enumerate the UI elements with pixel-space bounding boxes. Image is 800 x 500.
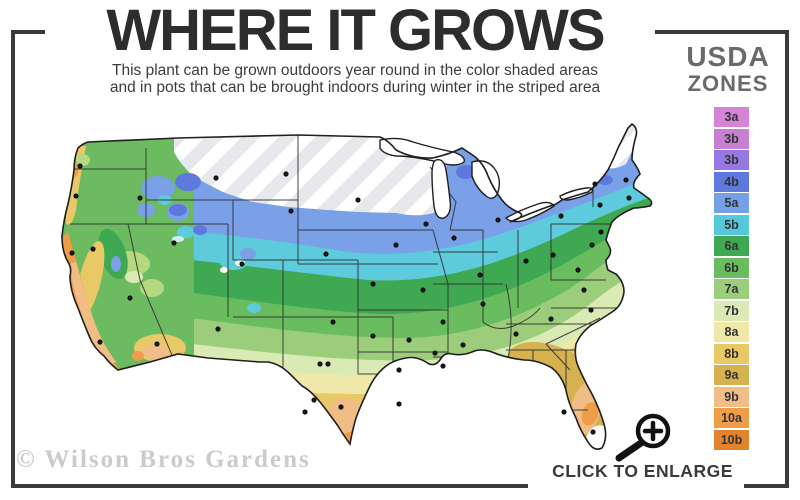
- frame-right-edge: [785, 30, 789, 488]
- frame-bottom-edge: [11, 484, 528, 488]
- legend-zone-chip: 5b: [714, 214, 749, 235]
- frame-left-edge: [11, 30, 15, 488]
- legend-zone-chip: 8a: [714, 322, 749, 342]
- legend-zone-chip: 4b: [714, 171, 749, 192]
- legend-zone-chip: 10a: [714, 408, 749, 428]
- legend-title-zones: ZONES: [687, 71, 769, 96]
- subtitle-line-1: This plant can be grown outdoors year ro…: [112, 62, 598, 79]
- page-title: WHERE IT GROWS: [106, 0, 605, 63]
- frame-top-right-segment: [655, 30, 789, 34]
- city-dots: [69, 163, 632, 435]
- legend-zone-chip: 9a: [714, 365, 749, 385]
- legend-zone-chip: 6b: [714, 257, 749, 278]
- magnifier-plus-icon[interactable]: [603, 405, 681, 463]
- legend-zone-chip: 3b: [714, 128, 749, 149]
- page-subtitle: This plant can be grown outdoors year ro…: [30, 62, 680, 96]
- legend-title-usda: USDA: [686, 41, 770, 72]
- legend-zone-chip: 8b: [714, 343, 749, 364]
- legend-zone-chip: 6a: [714, 236, 749, 256]
- usda-zone-map[interactable]: [28, 112, 668, 472]
- great-lakes: [379, 137, 594, 223]
- us-outline: [61, 122, 653, 450]
- legend-title: USDA ZONES: [668, 42, 788, 96]
- legend-zone-chip: 10b: [714, 429, 749, 450]
- legend-zone-chip: 7b: [714, 300, 749, 321]
- subtitle-line-2: and in pots that can be brought indoors …: [109, 79, 601, 96]
- click-to-enlarge-label[interactable]: CLICK TO ENLARGE: [552, 461, 733, 481]
- frame-top-left-segment: [11, 30, 45, 34]
- zone-shading: [62, 124, 652, 450]
- legend-zone-chip: 3a: [714, 107, 749, 127]
- frame-bottom-right-segment: [744, 484, 789, 488]
- legend-zone-chip: 3b: [714, 150, 749, 170]
- legend-zone-chip: 5a: [714, 193, 749, 213]
- watermark: © Wilson Bros Gardens: [16, 446, 311, 473]
- usda-zone-legend: 3a 3b 3b 4b 5a 5b 6a 6b 7a 7b 8a 8b 9a 9b 10a 10b: [714, 107, 750, 451]
- legend-zone-chip: 9b: [714, 386, 749, 407]
- legend-zone-chip: 7a: [714, 279, 749, 299]
